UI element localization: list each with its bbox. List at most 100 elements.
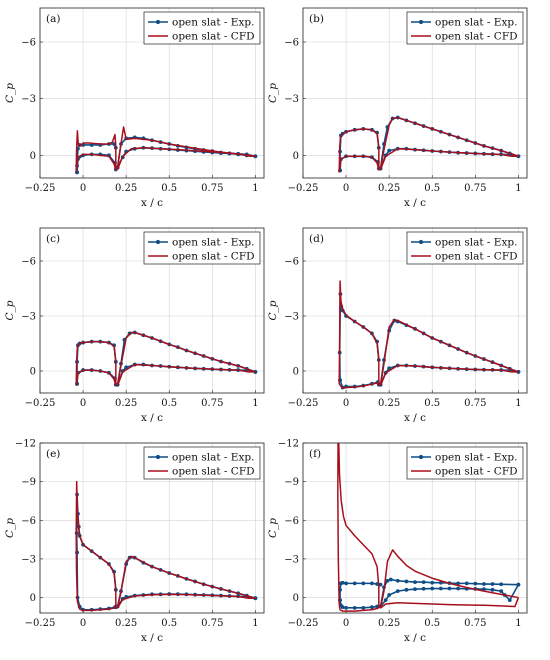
data-point — [473, 581, 478, 586]
data-point — [464, 581, 469, 586]
axes-frame — [39, 227, 265, 394]
y-axis-label: C_p — [4, 518, 16, 538]
series-exp — [337, 292, 521, 390]
plot-area — [75, 126, 258, 175]
x-tick-label: 0.75 — [464, 618, 486, 629]
series-line — [379, 364, 519, 386]
x-tick-label: 1 — [252, 183, 258, 194]
y-tick-label: −3 — [21, 94, 36, 105]
x-tick-label: 0 — [343, 183, 349, 194]
data-point — [447, 586, 452, 591]
axes-frame — [302, 227, 528, 394]
series-line — [379, 116, 519, 169]
data-point — [430, 580, 435, 585]
series-line — [75, 130, 117, 173]
legend-box — [406, 231, 524, 265]
data-point — [253, 154, 258, 159]
data-point — [370, 605, 374, 610]
legend-marker — [155, 454, 161, 460]
legend-label: open slat - CFD — [172, 251, 255, 263]
series-line — [116, 593, 256, 609]
data-point — [370, 581, 374, 586]
y-tick-label: −9 — [284, 477, 299, 488]
x-tick-label: 0 — [80, 183, 86, 194]
y-tick-label: −6 — [21, 516, 36, 527]
y-tick-label: −6 — [284, 38, 299, 49]
y-tick-label: −6 — [21, 38, 36, 49]
y-axis-label: C_p — [4, 300, 16, 320]
series-line — [116, 363, 256, 386]
legend-label: open slat - CFD — [172, 31, 255, 43]
x-tick-label: 0.5 — [424, 398, 440, 409]
legend-marker — [155, 19, 161, 25]
data-point — [413, 580, 417, 584]
x-axis-label: x / c — [141, 197, 163, 209]
legend-label: open slat - CFD — [435, 466, 518, 478]
y-tick-label: 0 — [293, 367, 299, 378]
series-line — [338, 293, 380, 381]
series-line — [116, 147, 256, 170]
legend-label: open slat - CFD — [435, 251, 518, 263]
legend-box — [406, 446, 524, 480]
x-tick-label: 1 — [252, 398, 258, 409]
series-cfd — [337, 443, 520, 612]
series-line — [338, 382, 380, 390]
x-tick-label: 0.25 — [115, 398, 137, 409]
y-tick-label: 0 — [30, 367, 36, 378]
data-point — [387, 366, 392, 371]
plot-area — [338, 115, 521, 173]
legend-marker — [418, 19, 424, 25]
panel-d: −0.25 0 0.25 0.5 0.75 1 −6 −3 0 (d) x / c C_p open s… — [267, 227, 528, 424]
y-tick-label: 0 — [293, 151, 299, 162]
legend-box — [143, 231, 261, 265]
legend-label: open slat - CFD — [435, 31, 518, 43]
series-line — [75, 340, 117, 386]
series-exp — [338, 115, 521, 173]
data-point — [385, 578, 390, 583]
series-line — [379, 319, 519, 385]
y-tick-label: 0 — [30, 593, 36, 604]
panel-b: −0.25 0 0.25 0.5 0.75 1 −6 −3 0 (b) x / c C_p open s… — [267, 7, 528, 209]
x-tick-label: 0.75 — [464, 183, 486, 194]
axes-frame — [39, 7, 265, 179]
legend-label: open slat - Exp. — [435, 17, 517, 29]
panel-label: (e) — [46, 448, 60, 460]
x-tick-label: 0 — [343, 618, 349, 629]
data-point — [499, 582, 504, 587]
x-tick-label: 0 — [80, 398, 86, 409]
series-line — [116, 331, 256, 386]
y-tick-label: 0 — [293, 593, 299, 604]
y-tick-label: −12 — [278, 439, 299, 450]
panel-label: (d) — [309, 233, 324, 245]
series-line — [379, 147, 519, 170]
data-point — [404, 587, 409, 592]
data-point — [344, 605, 348, 610]
y-tick-label: −6 — [284, 516, 299, 527]
y-tick-label: −6 — [21, 257, 36, 268]
data-point — [456, 586, 460, 591]
series-cfd — [75, 331, 256, 386]
y-axis-label: C_p — [267, 518, 279, 538]
x-tick-label: 1 — [515, 618, 521, 629]
data-point — [378, 582, 383, 587]
x-tick-label: 0.75 — [201, 618, 223, 629]
x-tick-label: −0.25 — [288, 618, 319, 629]
panel-e: −0.25 0 0.25 0.5 0.75 1 −12 −9 −6 −3 0 (e) x / c C_p o… — [4, 439, 265, 644]
series-line — [380, 597, 520, 609]
x-tick-label: 1 — [515, 183, 521, 194]
y-tick-label: −12 — [15, 439, 36, 450]
panel-f: −0.25 0 0.25 0.5 0.75 1 −12 −9 −6 −3 0 (f) x / c C_p o… — [267, 439, 528, 644]
x-axis-label: x / c — [141, 632, 163, 644]
legend: open slat - Exp. open slat - CFD — [406, 11, 524, 45]
series-line — [338, 128, 380, 173]
y-tick-label: −3 — [284, 94, 299, 105]
data-point — [404, 579, 409, 584]
legend-marker — [418, 454, 424, 460]
legend-box — [406, 11, 524, 45]
plot-area — [74, 480, 258, 612]
series-line — [75, 369, 117, 386]
data-point — [361, 605, 366, 610]
data-point — [388, 577, 393, 582]
data-point — [395, 578, 400, 583]
x-axis-label: x / c — [404, 197, 426, 209]
